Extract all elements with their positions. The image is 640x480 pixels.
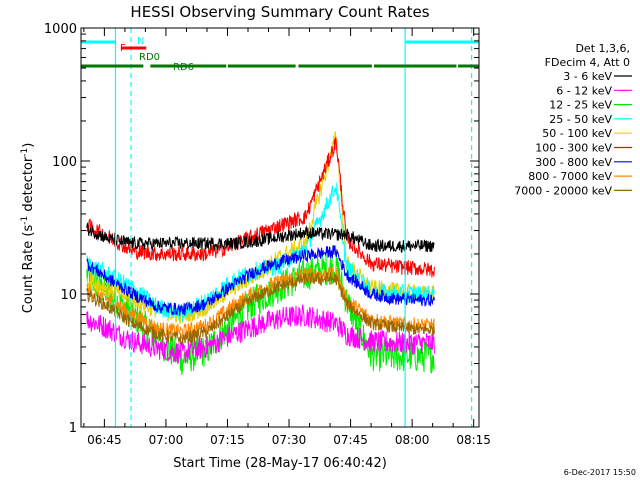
flag-label-3: RD6	[173, 62, 194, 73]
series-line-0	[86, 221, 435, 253]
legend-label-4: 50 - 100 keV	[542, 127, 612, 140]
legend-label-6: 300 - 800 keV	[535, 156, 612, 169]
x-tick-label-3: 07:30	[272, 433, 307, 447]
y-tick-label-3: 1000	[44, 22, 77, 37]
x-tick-label-5: 08:00	[395, 433, 430, 447]
series-line-1	[86, 304, 435, 365]
flag-label-2: RD0	[139, 52, 160, 63]
footer-date: 6-Dec-2017 15:50	[564, 468, 636, 477]
x-axis-label: Start Time (28-May-17 06:40:42)	[173, 456, 387, 471]
x-tick-label-4: 07:45	[333, 433, 368, 447]
legend-label-5: 100 - 300 keV	[535, 142, 612, 155]
flag-label-0: N	[137, 36, 144, 47]
y-axis-label: Count Rate (s-1 detector-1)	[20, 143, 36, 314]
plot-area: NF RD0 RD6	[81, 28, 479, 427]
x-tick-label-0: 06:45	[87, 433, 122, 447]
y-tick-label-0: 1	[69, 421, 77, 436]
y-axis-label-sup2: -1	[20, 148, 30, 157]
y-tick-label-2: 100	[52, 155, 77, 170]
series-line-5	[86, 136, 435, 278]
y-axis-label-sup1: -1	[20, 216, 30, 225]
legend-label-0: 3 - 6 keV	[563, 70, 612, 83]
y-axis-label-main: Count Rate (s	[21, 225, 36, 314]
legend-header-1: Det 1,3,6,	[575, 42, 630, 55]
legend-label-1: 6 - 12 keV	[556, 84, 612, 97]
legend-label-7: 800 - 7000 keV	[528, 170, 612, 183]
legend-label-2: 12 - 25 keV	[549, 99, 612, 112]
y-tick-label-1: 10	[60, 288, 77, 303]
chart-title: HESSI Observing Summary Count Rates	[130, 3, 429, 21]
series-line-6	[86, 244, 435, 316]
x-tick-label-2: 07:15	[210, 433, 245, 447]
plot-frame	[80, 27, 480, 428]
series-line-8	[86, 271, 435, 345]
legend-label-8: 7000 - 20000 keV	[514, 184, 612, 197]
y-axis-label-mid: detector	[21, 156, 36, 216]
axes: 06:45 07:00 07:15 07:30 07:45 08:00 08:15 1 10 10…	[44, 22, 491, 447]
flag-label-1: F	[120, 43, 126, 54]
x-tick-label-6: 08:15	[456, 433, 491, 447]
y-axis-label-end: )	[21, 143, 36, 148]
x-tick-label-1: 07:00	[149, 433, 184, 447]
legend-label-3: 25 - 50 keV	[549, 113, 612, 126]
legend-header-2: FDecim 4, Att 0	[545, 56, 630, 69]
